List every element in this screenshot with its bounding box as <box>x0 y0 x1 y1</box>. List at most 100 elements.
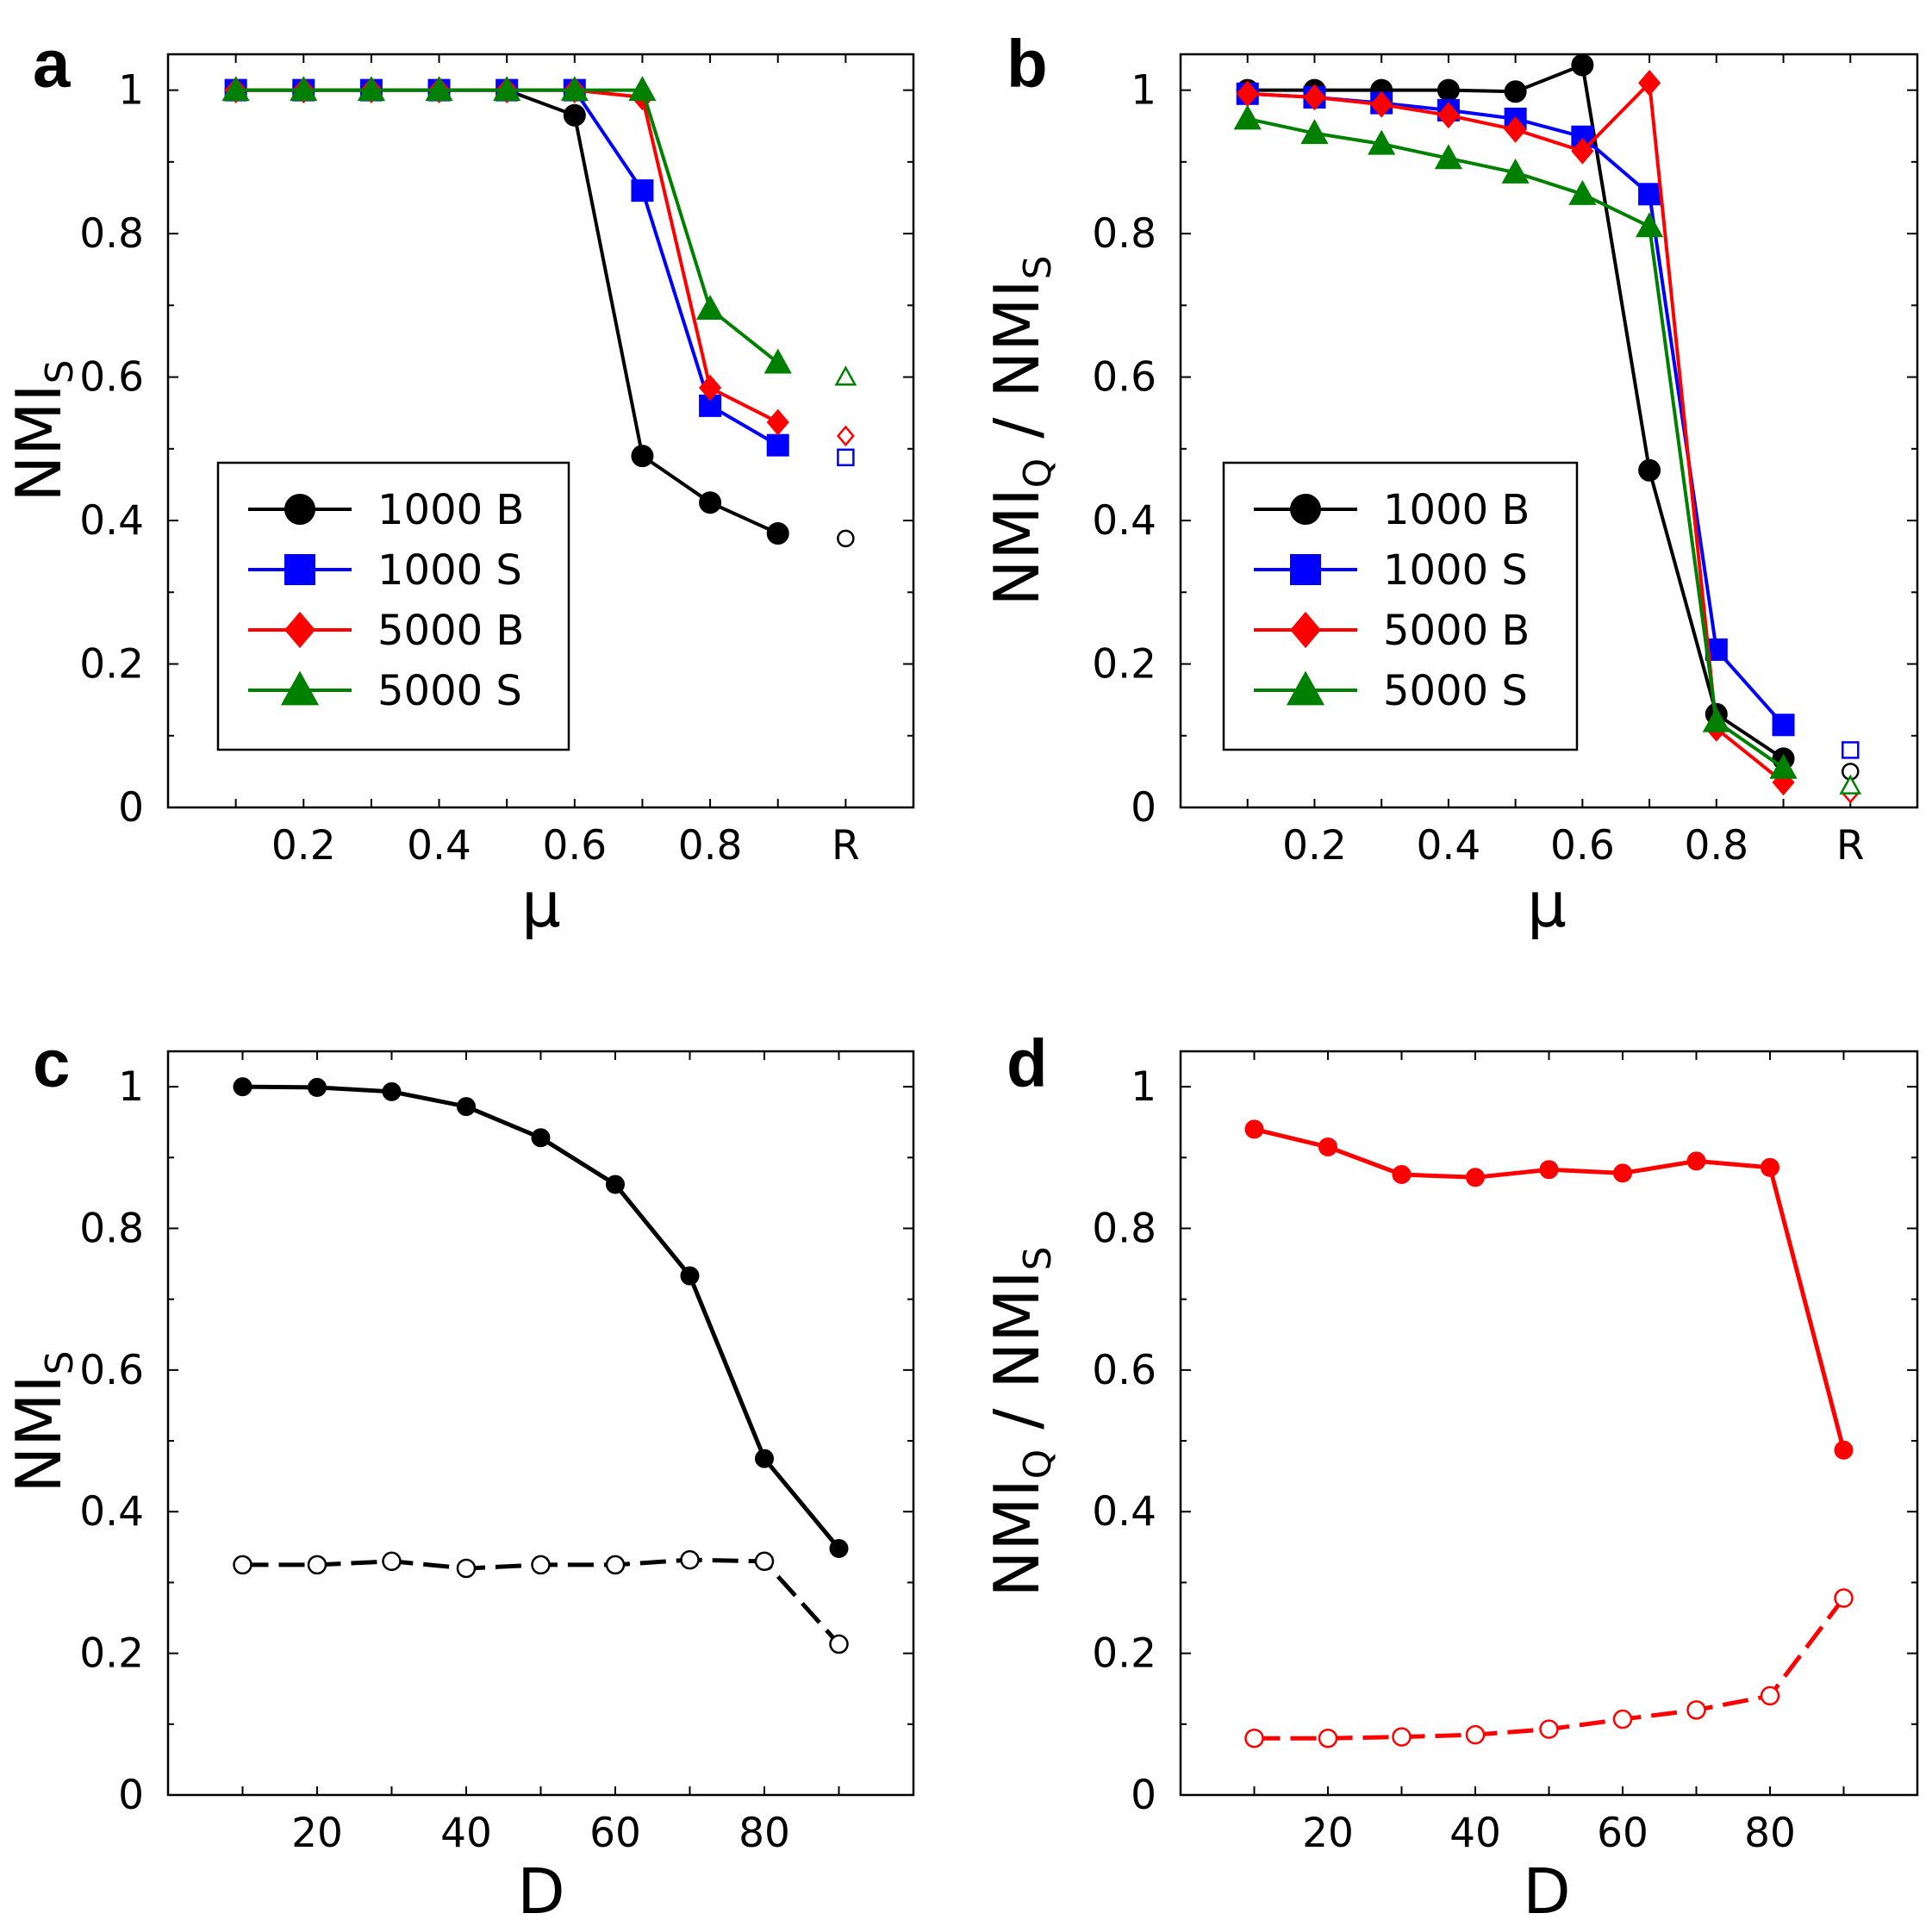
x-tick-label: 20 <box>1302 1810 1354 1857</box>
data-point <box>606 1175 625 1194</box>
legend-label: 1000 B <box>1383 486 1530 534</box>
data-point <box>829 1538 849 1558</box>
legend-marker <box>1290 611 1321 649</box>
y-tick-label: 0.2 <box>1092 641 1156 689</box>
y-tick-label: 0.6 <box>79 1347 144 1394</box>
data-point <box>1686 1151 1706 1171</box>
data-point <box>1613 1163 1632 1183</box>
y-tick-label: 0.4 <box>1092 1488 1156 1536</box>
data-point <box>1761 1157 1779 1177</box>
series-5000-s <box>221 76 857 386</box>
data-point <box>1571 53 1594 77</box>
random-point <box>1839 774 1862 795</box>
legend-marker <box>1286 670 1325 706</box>
y-tick-label: 0 <box>118 1772 144 1819</box>
x-tick-label: 0.4 <box>407 822 471 869</box>
y-tick-label: 1 <box>118 67 144 115</box>
random-point <box>834 365 857 386</box>
data-point <box>1303 84 1326 111</box>
data-point <box>493 76 521 102</box>
y-tick-label: 0.2 <box>79 1630 144 1678</box>
data-point <box>457 1097 476 1117</box>
data-point <box>1834 1440 1854 1460</box>
legend-item: 1000 B <box>1254 486 1530 534</box>
series-5000-s <box>1233 104 1862 795</box>
x-tick-label: 40 <box>1449 1810 1501 1857</box>
data-point <box>829 1634 849 1655</box>
y-tick-label: 0.6 <box>79 354 144 402</box>
series-line <box>235 88 779 424</box>
data-point <box>308 1077 327 1097</box>
y-tick-label: 1 <box>118 1063 144 1111</box>
x-tick-label: 0.2 <box>1282 822 1347 869</box>
data-point <box>425 76 453 102</box>
data-point <box>755 1449 774 1468</box>
x-tick-label: 80 <box>1744 1810 1796 1857</box>
data-point <box>382 1081 402 1101</box>
series-line <box>242 1084 841 1550</box>
data-point <box>1638 183 1661 206</box>
random-point <box>1842 741 1860 759</box>
data-point <box>766 522 789 545</box>
data-point <box>699 491 722 514</box>
data-point <box>1638 458 1661 482</box>
panel-d: d 0 0.2 0.4 0.6 0.8 1 20 40 60 80 D NMIQ / NMIS <box>981 1025 1919 1928</box>
x-tick-label: 60 <box>589 1810 641 1857</box>
x-axis-label: μ <box>1527 869 1567 941</box>
data-point <box>1392 1165 1412 1185</box>
panel-c: c 0 0.2 0.4 0.6 0.8 1 20 40 60 80 D NMIS <box>3 1025 915 1928</box>
legend-marker <box>1290 494 1321 525</box>
data-point <box>531 1128 551 1148</box>
series-open <box>1244 1588 1854 1748</box>
data-point <box>1568 179 1597 205</box>
x-tick-label: 0.2 <box>271 822 336 869</box>
x-tick-label: 20 <box>291 1810 343 1857</box>
data-point <box>695 295 725 321</box>
y-tick-label: 0 <box>1131 784 1156 832</box>
data-point <box>1368 129 1396 155</box>
y-tick-label: 0.8 <box>79 1205 144 1252</box>
y-tick-label: 0.4 <box>1092 497 1156 545</box>
data-point <box>1834 1588 1854 1608</box>
data-point <box>1539 1719 1559 1739</box>
y-tick-label: 0.6 <box>1092 1347 1156 1394</box>
data-point <box>1504 116 1527 143</box>
y-tick-label: 1 <box>1131 1063 1156 1111</box>
legend-item: 5000 S <box>248 667 522 715</box>
y-tick-label: 0.8 <box>1092 210 1156 258</box>
legend-label: 5000 S <box>377 667 522 715</box>
data-point <box>605 1555 626 1575</box>
y-axis-label: NMIQ / NMIS <box>981 255 1060 606</box>
legend-marker <box>284 611 315 649</box>
data-point <box>631 445 654 468</box>
random-point <box>837 529 855 548</box>
x-tick-label: R <box>1836 822 1865 869</box>
y-tick-label: 0.8 <box>1092 1205 1156 1252</box>
y-tick-label: 0.8 <box>79 210 144 258</box>
panel-letter: a <box>33 26 71 102</box>
data-point <box>628 76 657 102</box>
plot-frame <box>166 1050 915 1797</box>
legend-label: 5000 B <box>1383 607 1530 655</box>
data-point <box>1760 1686 1780 1706</box>
legend-item: 1000 B <box>248 486 524 534</box>
y-tick-label: 0.4 <box>79 497 144 545</box>
data-point <box>1501 158 1530 184</box>
data-point <box>1504 80 1527 103</box>
panel-letter: d <box>1007 1025 1048 1101</box>
data-point <box>766 433 789 457</box>
y-tick-label: 0.2 <box>79 641 144 689</box>
plot-frame <box>1179 53 1919 809</box>
y-tick-label: 1 <box>1131 67 1156 115</box>
data-point <box>1635 212 1664 238</box>
legend-box <box>216 461 570 751</box>
x-tick-label: 60 <box>1597 1810 1648 1857</box>
legend-marker <box>1290 554 1321 585</box>
legend-marker <box>284 494 315 525</box>
data-point <box>1571 138 1594 165</box>
x-tick-label: 40 <box>440 1810 492 1857</box>
data-point <box>1769 753 1798 779</box>
